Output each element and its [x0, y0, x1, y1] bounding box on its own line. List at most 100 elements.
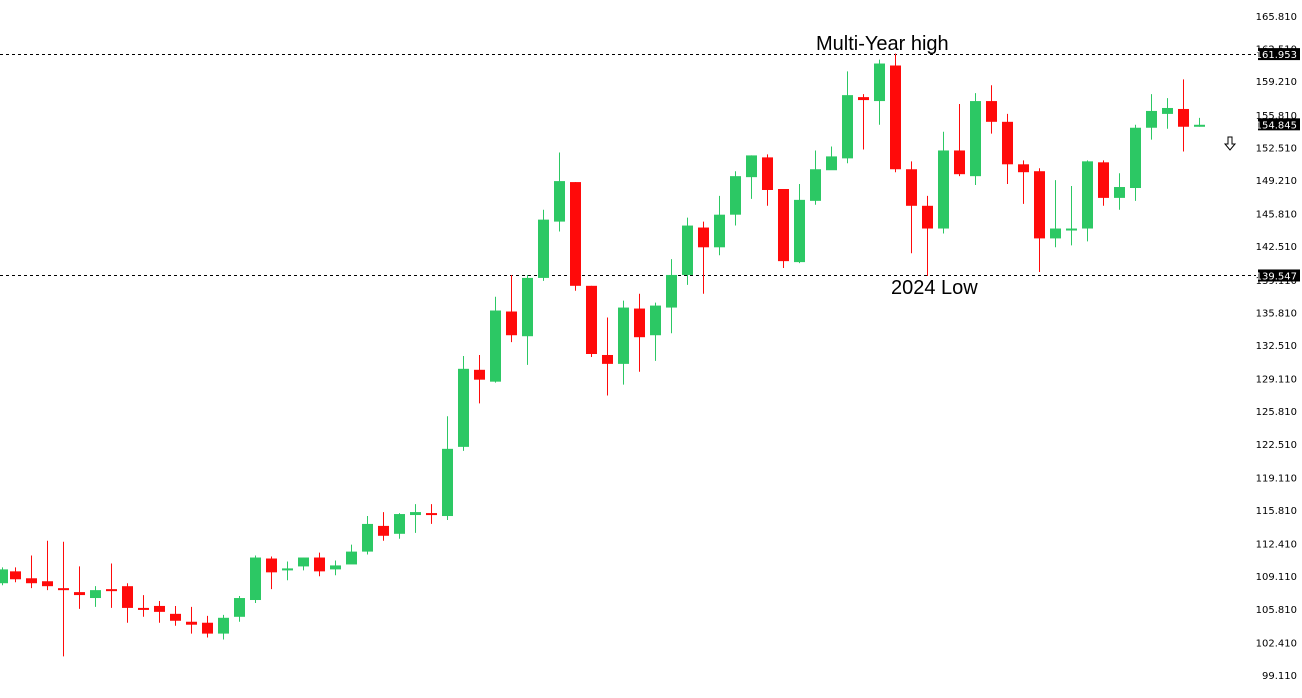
candle: [1018, 160, 1029, 204]
candle: [474, 354, 485, 404]
y-tick-label: 112.410: [1256, 540, 1297, 551]
candle: [1002, 113, 1013, 185]
candle: [650, 302, 661, 361]
candle: [394, 513, 405, 539]
candle: [234, 596, 245, 622]
candle: [1034, 168, 1045, 272]
candle: [714, 195, 725, 256]
candle: [74, 566, 85, 609]
candle: [586, 285, 597, 357]
price-tag: [1258, 118, 1300, 131]
y-tick-label: 122.510: [1256, 440, 1297, 451]
candle: [794, 184, 805, 264]
candle: [362, 516, 373, 555]
candle: [442, 416, 453, 520]
candle: [1194, 117, 1205, 127]
candle: [778, 188, 789, 269]
candle: [330, 560, 341, 576]
candle: [218, 614, 229, 640]
candle: [42, 540, 53, 591]
candle: [346, 544, 357, 565]
candle: [314, 552, 325, 577]
candle: [1178, 79, 1189, 152]
price-tag: [1258, 269, 1300, 282]
price-tags: 161.953 154.845 139.547: [1256, 48, 1300, 282]
down-arrow-icon: [1223, 136, 1237, 151]
candle: [730, 171, 741, 226]
candle: [602, 317, 613, 396]
annotations: Multi-Year high 2024 Low: [816, 33, 978, 299]
y-tick-label: 99.110: [1262, 671, 1297, 682]
candle: [522, 274, 533, 365]
candle: [746, 155, 757, 199]
candle: [1146, 94, 1157, 140]
y-tick-label: 145.810: [1256, 210, 1297, 221]
candle: [938, 131, 949, 234]
candle: [618, 300, 629, 385]
candle: [906, 161, 917, 254]
y-tick-label: 165.810: [1256, 12, 1297, 23]
price-tag-label: 154.845: [1256, 120, 1297, 131]
candle: [154, 600, 165, 623]
candle: [842, 71, 853, 164]
candle: [970, 93, 981, 186]
y-tick-label: 159.210: [1256, 77, 1297, 88]
candle: [762, 154, 773, 206]
y-tick-label: 142.510: [1256, 242, 1297, 253]
candle: [378, 512, 389, 541]
horizontal-levels: [0, 54, 1256, 276]
candle: [266, 556, 277, 590]
y-tick-label: 102.410: [1256, 638, 1297, 649]
candle: [1114, 173, 1125, 210]
candle: [698, 221, 709, 294]
price-tag: [1258, 48, 1300, 61]
candle: [858, 94, 869, 150]
price-tag-label: 139.547: [1256, 271, 1297, 282]
candle: [106, 563, 117, 608]
candle: [410, 504, 421, 533]
candle: [1066, 186, 1077, 246]
candle: [506, 274, 517, 343]
candle: [0, 567, 8, 586]
candle: [682, 217, 693, 285]
y-tick-label: 155.810: [1256, 111, 1297, 122]
candle: [986, 85, 997, 134]
candle: [170, 605, 181, 626]
candle: [282, 561, 293, 581]
candle: [1098, 160, 1109, 206]
candle: [890, 53, 901, 173]
y-tick-label: 132.510: [1256, 341, 1297, 352]
candle: [538, 209, 549, 281]
y-tick-label: 129.110: [1256, 375, 1297, 386]
y-tick-label: 135.810: [1256, 308, 1297, 319]
y-tick-label: 149.210: [1256, 176, 1297, 187]
price-axis: 165.810162.510159.210155.810152.510149.2…: [1256, 12, 1297, 682]
candle: [1082, 160, 1093, 242]
candle: [122, 583, 133, 623]
annotation-label: Multi-Year high: [816, 33, 949, 55]
y-tick-label: 105.810: [1256, 605, 1297, 616]
candle: [634, 293, 645, 372]
candle: [874, 59, 885, 125]
candle: [666, 259, 677, 334]
annotation-label: 2024 Low: [891, 277, 978, 299]
candle: [554, 152, 565, 232]
candle: [90, 586, 101, 607]
candle: [458, 355, 469, 451]
candle: [250, 555, 261, 603]
candle: [826, 146, 837, 171]
candle: [26, 555, 37, 589]
candle: [426, 504, 437, 524]
price-tag-label: 161.953: [1256, 50, 1297, 61]
y-tick-label: 119.110: [1256, 473, 1297, 484]
candle: [10, 567, 21, 583]
y-tick-label: 109.110: [1256, 572, 1297, 583]
y-tick-label: 115.810: [1256, 506, 1297, 517]
candle: [186, 606, 197, 634]
y-tick-label: 152.510: [1256, 143, 1297, 154]
candle: [810, 150, 821, 205]
candle: [1130, 124, 1141, 201]
candle: [954, 104, 965, 177]
candle: [490, 296, 501, 383]
